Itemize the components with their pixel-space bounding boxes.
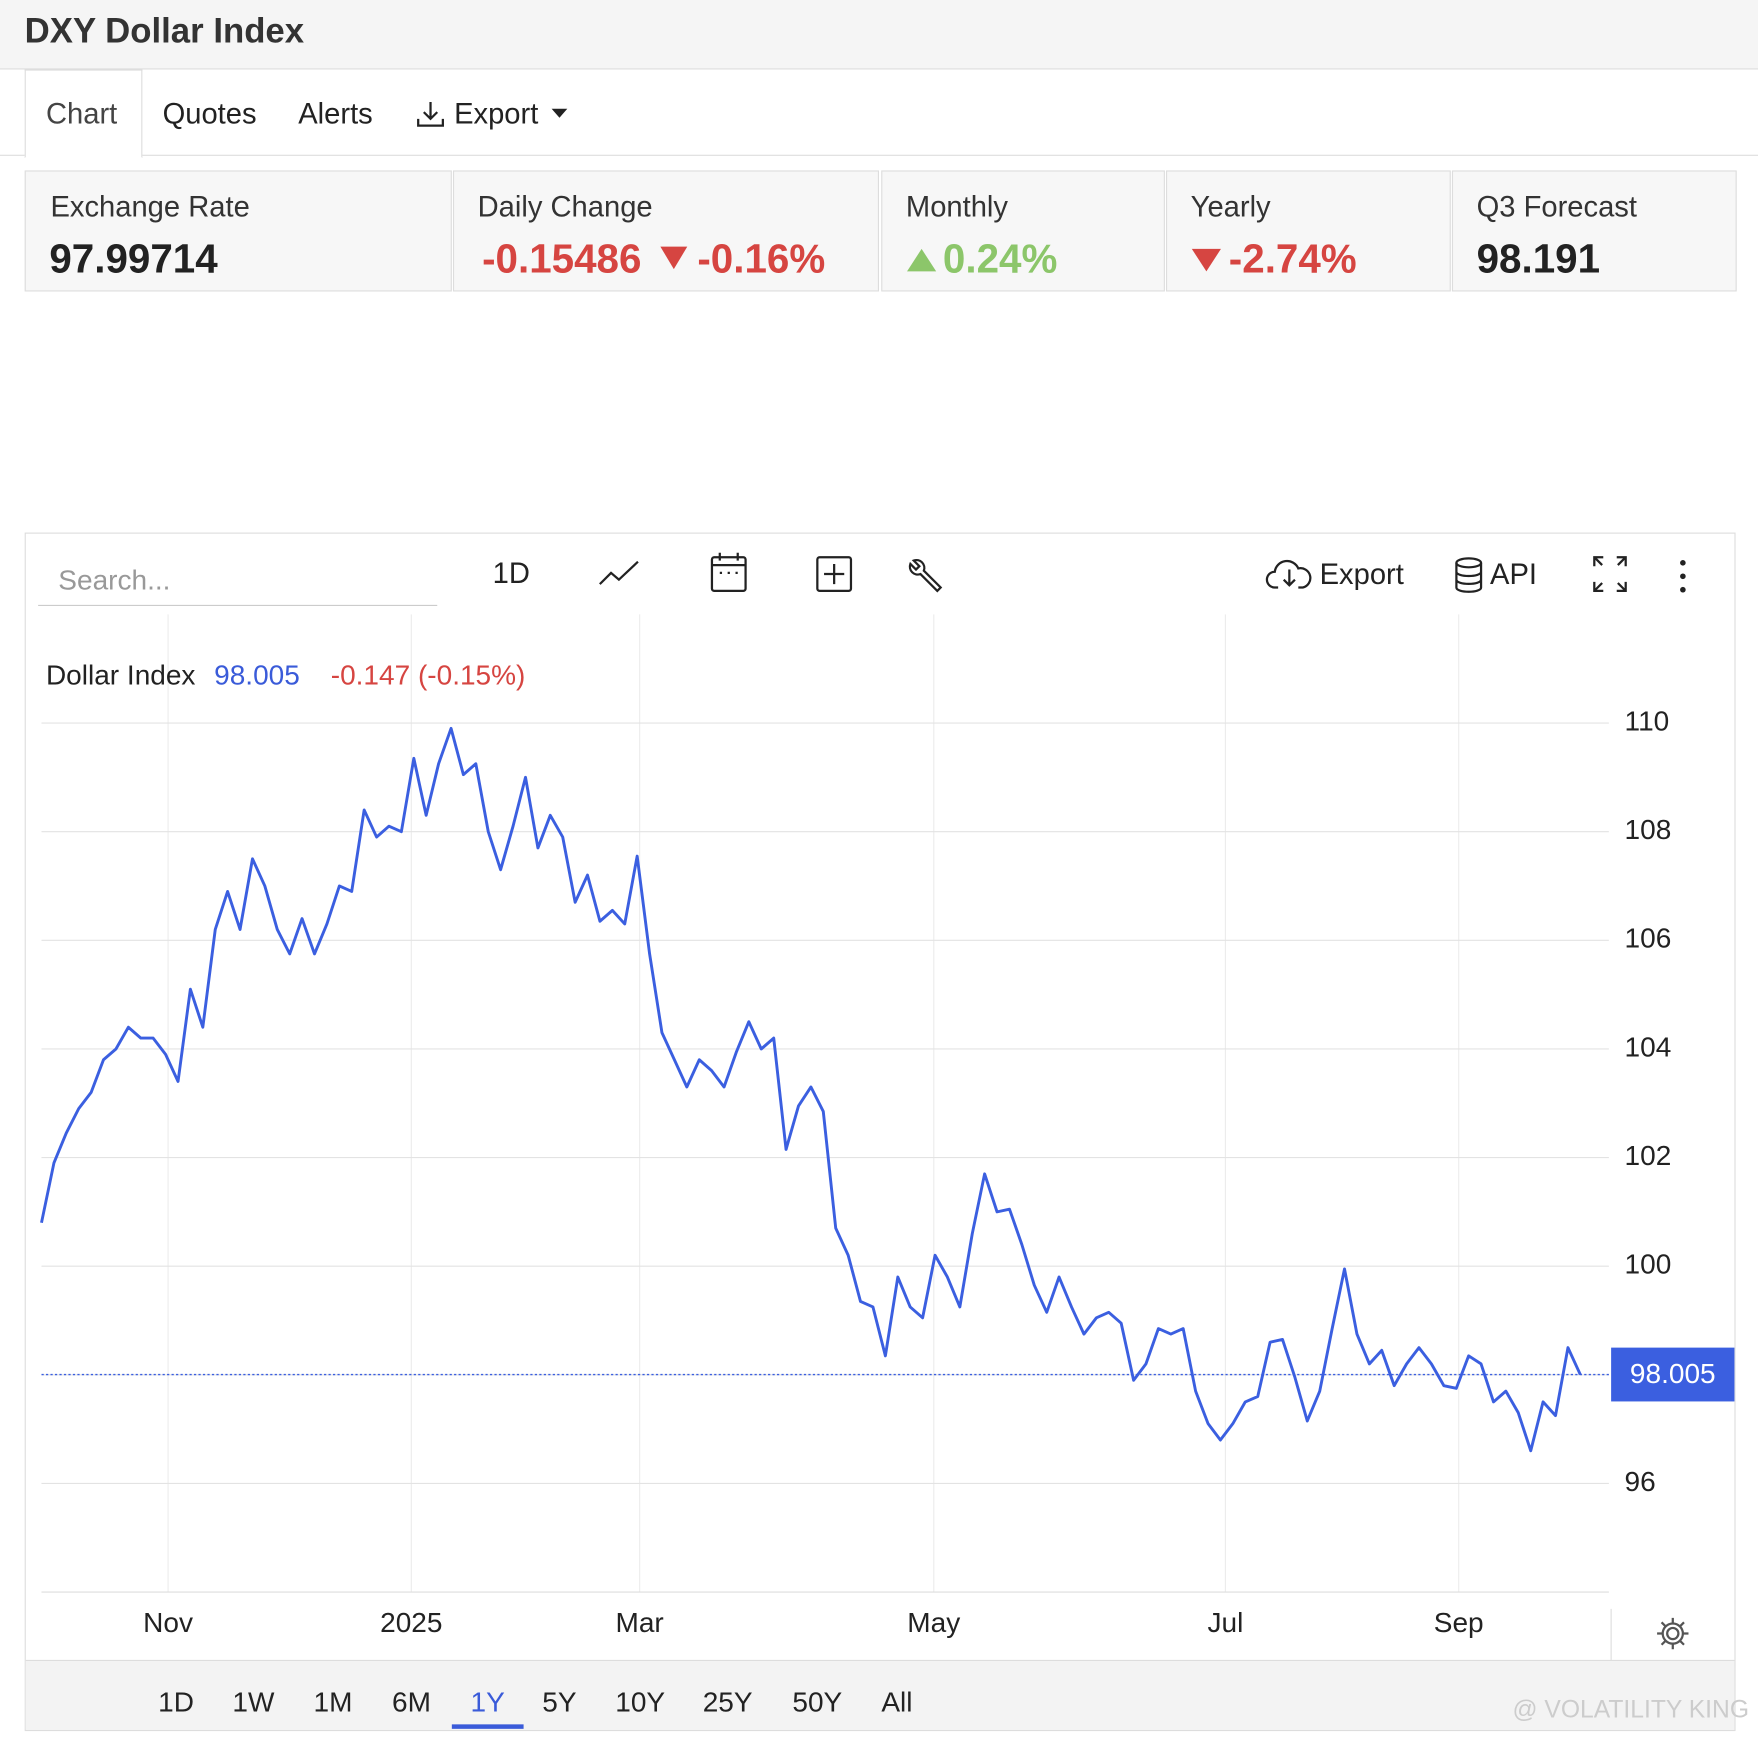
range-button[interactable]: 6M	[392, 1687, 431, 1718]
stat-card	[1166, 170, 1451, 292]
y-tick-label: 96	[1625, 1466, 1656, 1497]
tab[interactable]: Alerts	[298, 96, 373, 131]
stat-value: -2.74%	[1228, 235, 1357, 282]
y-tick-label: 100	[1625, 1249, 1672, 1280]
chart-type-button[interactable]	[599, 560, 639, 585]
range-button[interactable]: 1Y	[471, 1687, 506, 1718]
stat-card	[452, 170, 879, 292]
stat-value: -0.15486	[482, 235, 642, 282]
x-tick-label: May	[907, 1607, 960, 1638]
legend-name: Dollar Index	[46, 660, 195, 691]
tools-button[interactable]	[908, 558, 943, 593]
calendar-button[interactable]	[710, 552, 747, 592]
range-button[interactable]: 50Y	[792, 1687, 842, 1718]
y-tick-label: 104	[1625, 1031, 1672, 1062]
download-icon	[417, 102, 444, 127]
stat-card	[24, 170, 452, 292]
range-button[interactable]: 25Y	[703, 1687, 753, 1718]
x-tick-label: Mar	[616, 1607, 664, 1638]
range-button[interactable]: 10Y	[615, 1687, 665, 1718]
x-tick-label: Jul	[1207, 1607, 1243, 1638]
export-button[interactable]: Export	[1320, 559, 1404, 591]
x-tick-label: Nov	[143, 1607, 193, 1638]
x-tick-label: Sep	[1434, 1607, 1484, 1638]
series-line	[40, 726, 1582, 1453]
stat-label: Exchange Rate	[50, 189, 250, 224]
tab[interactable]: Export	[454, 96, 539, 131]
tab[interactable]: Quotes	[162, 96, 257, 131]
range-button[interactable]: All	[881, 1687, 912, 1718]
stat-percent: -0.16%	[697, 235, 826, 282]
stat-label: Daily Change	[477, 189, 653, 224]
last-value-label: 98.005	[1630, 1358, 1716, 1389]
y-tick-label: 108	[1625, 814, 1672, 845]
up-arrow	[907, 248, 937, 272]
range-button[interactable]: 1W	[232, 1687, 275, 1718]
caret	[551, 108, 568, 118]
stat-value: 97.99714	[49, 235, 218, 282]
legend-value: 98.005	[214, 660, 300, 691]
stat-value: 98.191	[1476, 235, 1601, 282]
down-arrow	[1191, 248, 1221, 272]
page-title: DXY Dollar Index	[24, 11, 305, 51]
stat-value: 0.24%	[942, 235, 1058, 282]
export-icon[interactable]	[1265, 559, 1312, 589]
down-arrow	[660, 246, 688, 270]
stat-card	[1451, 170, 1737, 292]
range-selected-underline	[451, 1724, 524, 1729]
range-button[interactable]: 1M	[314, 1687, 353, 1718]
tab[interactable]: Chart	[45, 96, 118, 131]
active-tab[interactable]	[24, 69, 143, 159]
legend: Dollar Index 98.005 -0.147 (-0.15%)	[46, 660, 525, 691]
header: DXY Dollar Index	[0, 0, 1758, 70]
legend-change: -0.147 (-0.15%)	[331, 660, 526, 691]
stat-label: Yearly	[1190, 189, 1271, 224]
tab-bar	[0, 70, 1758, 156]
last-value-tag	[1611, 1347, 1735, 1402]
fullscreen-button[interactable]	[1593, 556, 1627, 592]
interval-button[interactable]: 1D	[493, 558, 530, 590]
indicator-button[interactable]	[816, 556, 853, 592]
range-button[interactable]: 1D	[158, 1687, 194, 1718]
x-tick-label: 2025	[380, 1607, 442, 1638]
range-button[interactable]: 5Y	[542, 1687, 577, 1718]
y-tick-label: 106	[1625, 923, 1672, 954]
search-input[interactable]: Search...	[58, 564, 170, 595]
range-bar	[25, 1660, 1735, 1730]
y-tick-label: 110	[1625, 705, 1670, 736]
chart-frame	[24, 532, 1736, 1732]
stat-label: Q3 Forecast	[1476, 189, 1637, 224]
settings-button[interactable]	[1657, 1617, 1689, 1650]
watermark: @ VOLATILITY KING	[1513, 1696, 1750, 1723]
y-tick-label: 102	[1625, 1140, 1672, 1171]
menu-button[interactable]	[1680, 560, 1686, 593]
stat-label: Monthly	[905, 189, 1008, 224]
api-icon[interactable]	[1455, 557, 1483, 593]
api-button[interactable]: API	[1490, 559, 1537, 591]
